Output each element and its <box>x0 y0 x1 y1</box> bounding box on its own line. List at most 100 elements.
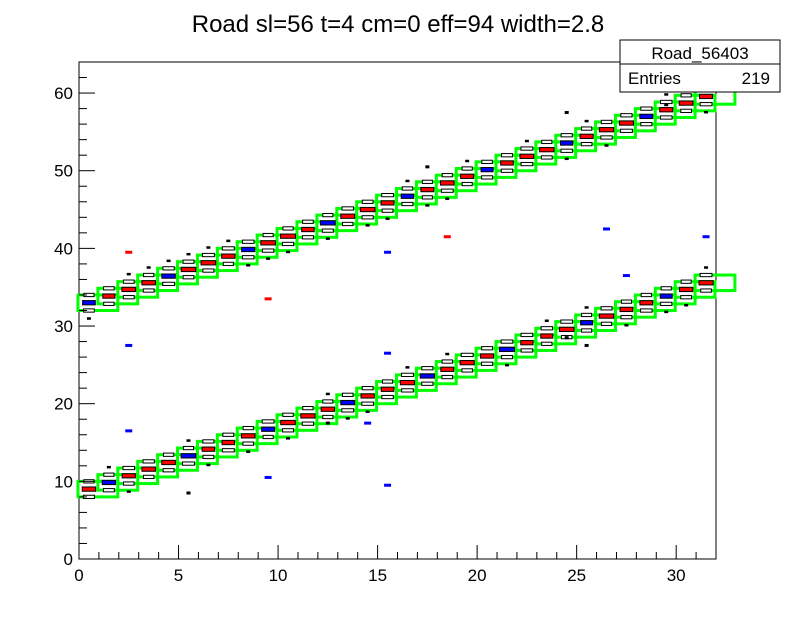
hit-cell-neighbour <box>281 241 295 247</box>
hit-dot <box>704 266 709 269</box>
hit-cell-neighbour <box>640 292 652 298</box>
isolated-hit <box>443 235 451 239</box>
hit-cell-neighbour <box>381 208 394 213</box>
hit-cell-neighbour <box>620 315 633 320</box>
hit-cell-neighbour <box>123 481 135 486</box>
hit-cell-neighbour <box>341 206 354 211</box>
hit-cells <box>81 86 714 500</box>
hit-cell-neighbour <box>520 332 534 338</box>
hit-cell-neighbour <box>581 312 593 318</box>
hit-cell-neighbour <box>620 113 633 118</box>
hit-cell-neighbour <box>560 133 573 138</box>
hit-cell <box>180 266 197 273</box>
stats-box-name: Road_56403 <box>651 44 748 63</box>
hit-cell-neighbour <box>341 392 354 397</box>
hit-cell <box>460 173 475 179</box>
hit-cell-neighbour <box>361 401 374 406</box>
x-tick-label: 15 <box>368 566 387 585</box>
hit-cell <box>678 286 694 293</box>
hit-cell-neighbour <box>361 199 374 204</box>
hit-cell-neighbour <box>421 195 433 200</box>
hit-cell-neighbour <box>600 306 613 311</box>
road-boxes <box>76 87 737 499</box>
hit-dot <box>186 252 191 256</box>
hit-cell <box>480 166 494 173</box>
hit-cell <box>280 419 296 426</box>
chart-title: Road sl=56 t=4 cm=0 eff=94 width=2.8 <box>192 11 605 38</box>
hit-cell-neighbour <box>680 295 693 300</box>
isolated-hit <box>584 343 589 347</box>
hit-dot <box>584 119 589 123</box>
hit-cell-neighbour <box>421 366 434 371</box>
y-tick-label: 60 <box>54 84 73 103</box>
hit-cell <box>400 193 415 199</box>
isolated-hit <box>425 165 430 169</box>
hit-dot <box>206 463 211 467</box>
hit-cell-neighbour <box>322 414 334 420</box>
hit-cell-neighbour <box>620 299 632 304</box>
hit-cell <box>678 100 694 106</box>
hit-cell-neighbour <box>421 381 434 386</box>
hit-cell-neighbour <box>282 226 294 231</box>
hit-cell-neighbour <box>282 412 294 417</box>
isolated-hit <box>384 483 392 487</box>
hit-cell-neighbour <box>640 308 653 313</box>
hit-cell-neighbour <box>182 275 195 280</box>
hit-cell-neighbour <box>500 168 514 173</box>
hit-dot <box>86 317 91 320</box>
hit-cell-neighbour <box>162 266 175 271</box>
hit-cell-neighbour <box>500 339 514 344</box>
hit-cell <box>101 479 116 486</box>
hit-cell-neighbour <box>222 432 235 437</box>
isolated-hit <box>564 336 569 340</box>
hit-dot <box>445 352 450 356</box>
isolated-hit <box>364 421 372 425</box>
hit-cell <box>221 439 236 446</box>
hit-cell <box>659 293 673 299</box>
hit-cell-neighbour <box>202 268 215 273</box>
hit-cell-neighbour <box>261 419 275 424</box>
y-tick-label: 30 <box>54 317 73 336</box>
hit-cell-neighbour <box>302 406 314 411</box>
x-tick-label: 10 <box>269 566 288 585</box>
hit-cell-neighbour <box>162 281 175 287</box>
hit-cell-neighbour <box>619 128 633 133</box>
hit-cell <box>520 340 534 346</box>
isolated-hit <box>702 235 710 239</box>
hit-dot <box>186 439 191 442</box>
hit-cell-neighbour <box>361 386 374 391</box>
hit-cell-neighbour <box>221 246 235 251</box>
hit-cell <box>639 300 654 306</box>
hit-cell-neighbour <box>122 295 135 300</box>
hit-cell <box>319 220 336 226</box>
hit-cell-neighbour <box>481 361 494 366</box>
hit-cell-neighbour <box>282 428 294 433</box>
hit-cell-neighbour <box>460 352 474 358</box>
hit-cell <box>301 226 315 233</box>
hit-dot <box>664 310 669 314</box>
hit-cell-neighbour <box>441 173 453 178</box>
hit-cell-neighbour <box>659 115 673 120</box>
hit-cell <box>500 160 514 166</box>
hit-cell <box>539 147 555 153</box>
hit-cell-neighbour <box>501 354 513 360</box>
hit-dot <box>226 239 231 243</box>
hit-cell-neighbour <box>660 286 672 291</box>
isolated-hit <box>564 110 569 114</box>
hit-cell-neighbour <box>321 228 334 233</box>
hit-cell-neighbour <box>241 239 255 244</box>
hit-cell-neighbour <box>401 201 414 207</box>
hit-cell-neighbour <box>700 288 712 293</box>
hit-dot <box>445 197 450 200</box>
hit-cell <box>519 153 535 159</box>
isolated-hit <box>125 343 133 347</box>
hit-cell-neighbour <box>520 161 534 167</box>
x-tick-label: 5 <box>174 566 183 585</box>
hit-cell-neighbour <box>221 448 235 453</box>
hit-dot <box>405 179 410 183</box>
hit-cell-neighbour <box>680 93 692 98</box>
hit-cell-neighbour <box>580 126 593 131</box>
x-tick-label: 25 <box>567 566 586 585</box>
hit-cell-neighbour <box>560 148 573 153</box>
